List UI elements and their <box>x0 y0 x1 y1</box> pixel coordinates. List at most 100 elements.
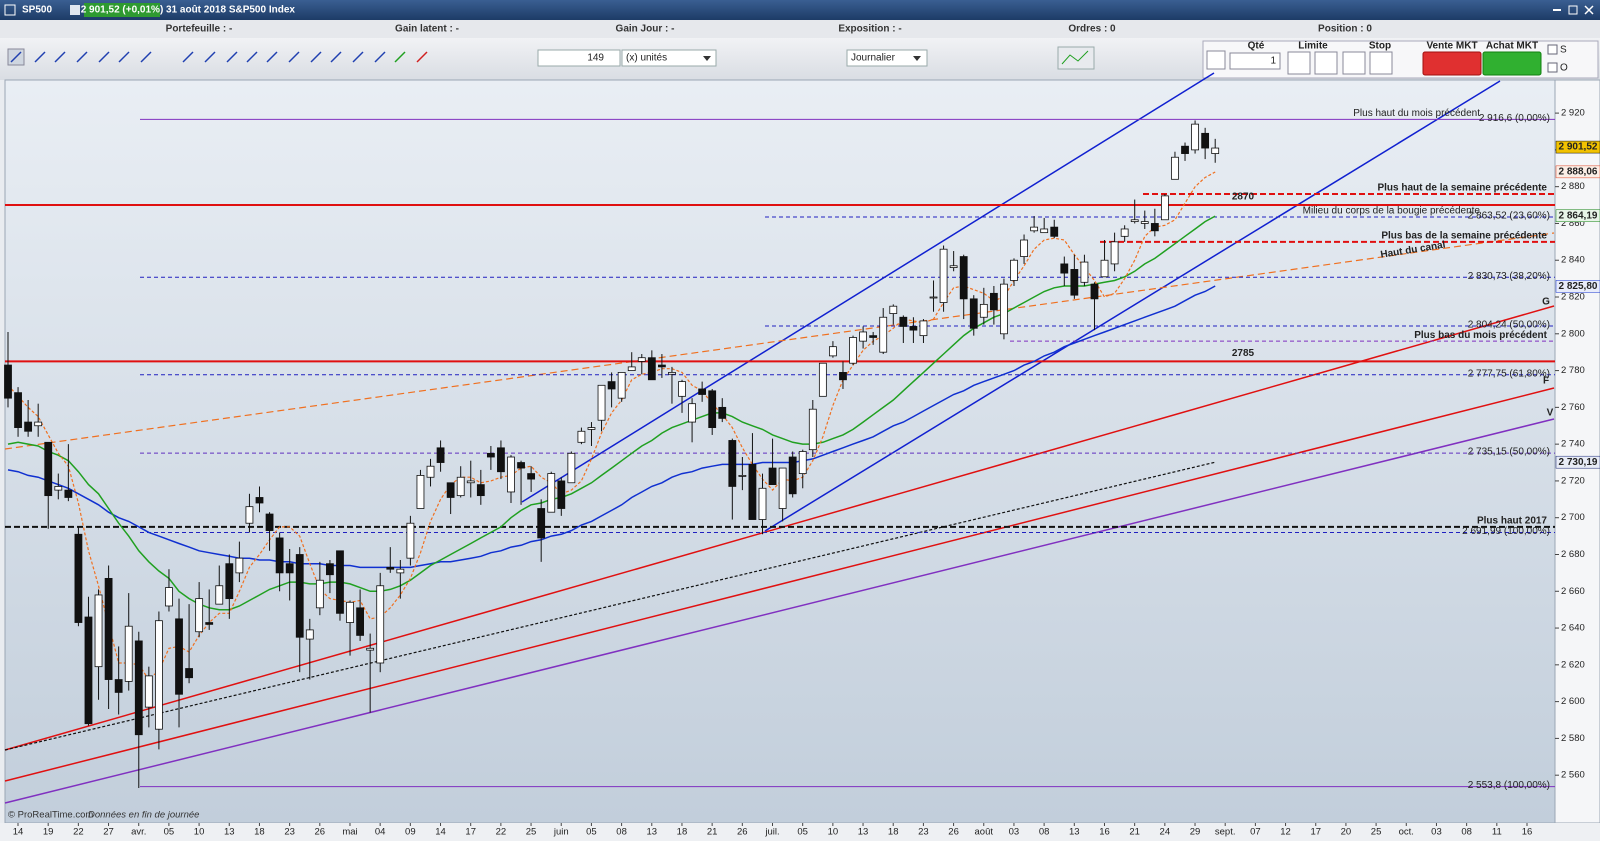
price-badge-label: 2 730,19 <box>1559 457 1598 468</box>
candle-body <box>104 577 113 680</box>
tool-icon[interactable] <box>286 49 302 65</box>
candle-body <box>376 585 385 664</box>
checkbox[interactable] <box>1547 44 1558 55</box>
tool-icon-glyph <box>330 51 342 63</box>
tool-icon[interactable] <box>96 49 112 65</box>
tool-icon[interactable] <box>116 49 132 65</box>
candle-body <box>175 618 183 695</box>
level-label: 2870 <box>1232 192 1255 203</box>
candle-body <box>54 486 63 491</box>
tool-icon[interactable] <box>414 49 430 65</box>
tool-icon[interactable] <box>138 49 154 65</box>
y-tick-label: 2 820 <box>1561 292 1585 303</box>
tool-icon[interactable] <box>74 49 90 65</box>
candle-body <box>436 447 445 463</box>
indicator-button[interactable] <box>1057 46 1095 70</box>
candle-body <box>386 566 395 570</box>
period[interactable]: Journalier <box>851 53 896 64</box>
candle-body <box>527 473 536 480</box>
level-label: 2785 <box>1232 348 1255 359</box>
candle-body <box>4 364 12 399</box>
candle-body <box>718 406 727 419</box>
tool-icon[interactable] <box>350 49 366 65</box>
tool-icon[interactable] <box>180 49 196 65</box>
candle-body <box>446 482 455 498</box>
candle-body <box>1030 226 1039 232</box>
level-label: 2 863,52 (23,60%) <box>1468 211 1550 222</box>
info-icon[interactable] <box>70 5 80 15</box>
symbol[interactable]: SP500 <box>22 5 52 16</box>
limit-buy-button[interactable] <box>1314 51 1338 75</box>
tool-icon[interactable] <box>52 49 68 65</box>
limit-sell-button[interactable] <box>1287 51 1311 75</box>
candle-body <box>44 441 53 497</box>
candle-body <box>517 462 525 469</box>
trend-line <box>4 461 1217 751</box>
quantity[interactable]: 149 <box>587 53 604 64</box>
tool-icon[interactable] <box>392 49 408 65</box>
candle-body <box>989 292 998 311</box>
period-select[interactable] <box>846 49 928 67</box>
candle-body <box>678 381 686 397</box>
qty-input[interactable] <box>1229 52 1281 70</box>
x-tick-label: 25 <box>1371 827 1382 838</box>
candle-body <box>537 508 546 539</box>
level-label: 2 804,24 (50,00%) <box>1468 320 1550 331</box>
tool-icon[interactable] <box>308 49 324 65</box>
candle-body <box>969 298 978 329</box>
x-tick-label: 10 <box>828 827 839 838</box>
buy-label: Achat MKT <box>1486 41 1538 52</box>
tool-icon-glyph <box>226 51 238 63</box>
x-tick-label: 22 <box>496 827 507 838</box>
candle-body <box>165 587 173 607</box>
y-tick-label: 2 600 <box>1561 696 1585 707</box>
buy-button[interactable] <box>1482 51 1542 76</box>
x-tick-label: 14 <box>13 827 24 838</box>
annotation: V <box>1547 408 1554 419</box>
candle-body <box>808 408 817 451</box>
tool-icon-glyph <box>394 51 406 63</box>
y-tick-label: 2 740 <box>1561 439 1585 450</box>
stop-sell-button[interactable] <box>1342 51 1366 75</box>
candle-body <box>1100 259 1109 278</box>
candle-body <box>939 248 948 303</box>
candle-body <box>738 475 747 477</box>
settings-button[interactable] <box>1206 50 1226 70</box>
y-tick-label: 2 880 <box>1561 181 1585 192</box>
limit-label: Limite <box>1298 41 1328 52</box>
x-tick-label: 26 <box>948 827 959 838</box>
tool-icon[interactable] <box>328 49 344 65</box>
unit-select[interactable] <box>621 49 717 67</box>
y-tick-label: 2 860 <box>1561 218 1585 229</box>
tool-icon[interactable] <box>224 49 240 65</box>
candle-body <box>879 316 888 353</box>
candle-body <box>305 629 314 640</box>
qty[interactable]: 1 <box>1270 56 1276 67</box>
candle-body <box>899 316 908 327</box>
tool-icon[interactable] <box>7 48 25 66</box>
tool-icon[interactable] <box>372 49 388 65</box>
candle-body <box>84 616 93 725</box>
close-button[interactable] <box>1584 5 1594 15</box>
candle-body <box>1120 228 1129 237</box>
checkbox[interactable] <box>1547 62 1558 73</box>
maximize-button[interactable] <box>1568 5 1578 15</box>
unit[interactable]: (x) unités <box>626 53 667 64</box>
tool-icon[interactable] <box>202 49 218 65</box>
tool-icon-glyph <box>246 51 258 63</box>
candle-body <box>1181 145 1189 154</box>
trend-line <box>4 232 1555 450</box>
stop-buy-button[interactable] <box>1369 51 1393 75</box>
sell-button[interactable] <box>1422 51 1482 76</box>
window-icon[interactable] <box>4 4 16 16</box>
tool-icon[interactable] <box>264 49 280 65</box>
trend-line <box>4 418 1555 804</box>
o-option: O <box>1560 63 1568 74</box>
tool-icon[interactable] <box>32 49 48 65</box>
tool-icon[interactable] <box>244 49 260 65</box>
x-tick-label: 24 <box>1160 827 1171 838</box>
candle-body <box>577 430 586 443</box>
price-badge-label: 2 901,52 <box>1559 142 1598 153</box>
quantity-input[interactable] <box>537 49 621 67</box>
candle-body <box>185 668 193 679</box>
